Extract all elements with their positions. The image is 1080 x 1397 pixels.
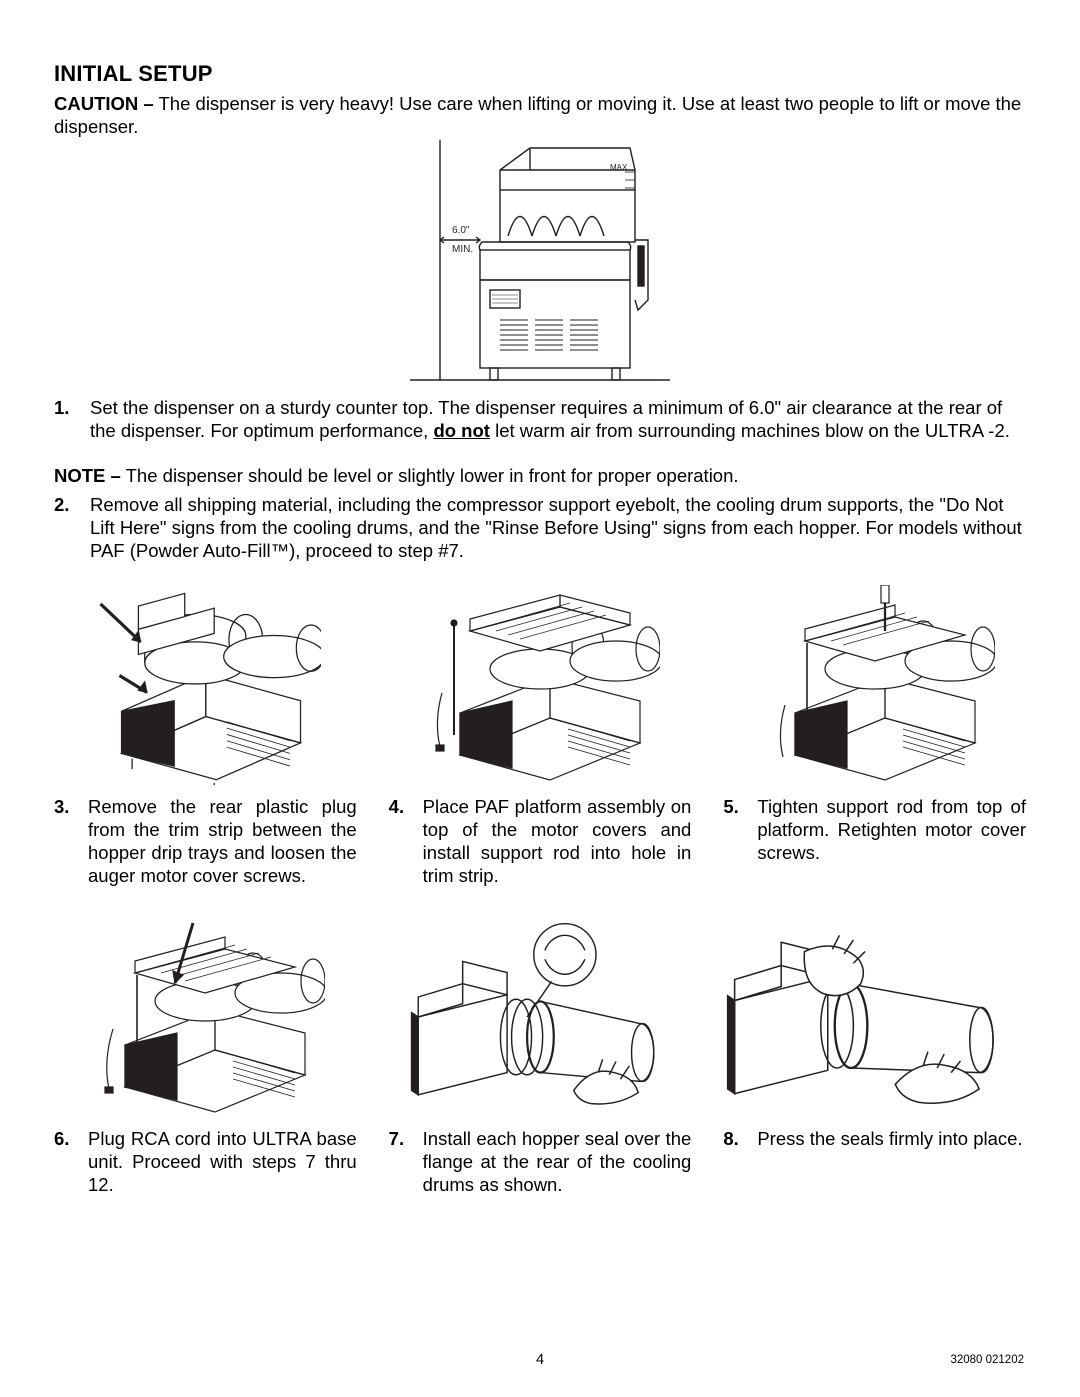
step-number: 7. (389, 1127, 423, 1150)
note-paragraph: NOTE – The dispenser should be level or … (54, 464, 1026, 487)
list-item: 1. Set the dispenser on a sturdy counter… (54, 396, 1026, 442)
list-item: 2. Remove all shipping material, includi… (54, 493, 1026, 562)
step-figure (723, 585, 1026, 785)
page-number: 4 (0, 1351, 1080, 1369)
step-cell-4: 4. Place PAF platform assembly on top of… (389, 585, 692, 888)
step-figure (723, 917, 1026, 1117)
page-title: INITIAL SETUP (54, 60, 1026, 88)
press-seals-illustration (723, 919, 1026, 1117)
step-number: 1. (54, 396, 90, 442)
top-ordered-list-2: 2. Remove all shipping material, includi… (54, 493, 1026, 562)
steps-grid: 3. Remove the rear plastic plug from the… (54, 585, 1026, 1197)
caution-text: The dispenser is very heavy! Use care wh… (54, 93, 1021, 137)
top-ordered-list: 1. Set the dispenser on a sturdy counter… (54, 396, 1026, 442)
hopper-seal-install-illustration (396, 917, 685, 1117)
note-label: NOTE – (54, 465, 121, 486)
caution-paragraph: CAUTION – The dispenser is very heavy! U… (54, 92, 1026, 138)
dispenser-side-view-illustration: 6.0" MIN. MAX (400, 140, 680, 390)
step-number: 3. (54, 795, 88, 818)
step-text: Place PAF platform assembly on top of th… (423, 795, 692, 888)
step-number: 2. (54, 493, 90, 562)
step-number: 8. (723, 1127, 757, 1150)
step-figure (54, 917, 357, 1117)
step-text: Tighten support rod from top of platform… (757, 795, 1026, 864)
svg-text:MAX: MAX (610, 163, 628, 172)
step-text: Remove the rear plastic plug from the tr… (88, 795, 357, 888)
step1-text-b: let warm air from surrounding machines b… (490, 420, 1010, 441)
step-body: Remove all shipping material, including … (90, 493, 1026, 562)
step-text: Press the seals firmly into place. (757, 1127, 1026, 1150)
svg-text:MIN.: MIN. (452, 244, 473, 255)
do-not-emphasis: do not (433, 420, 490, 441)
iso-dispenser-rca-illustration (85, 917, 325, 1117)
iso-dispenser-tighten-illustration (755, 585, 995, 785)
step-number: 5. (723, 795, 757, 818)
svg-text:6.0": 6.0" (452, 225, 470, 236)
iso-dispenser-platform-illustration (420, 585, 660, 785)
step-number: 4. (389, 795, 423, 818)
step-text: Plug RCA cord into ULTRA base unit. Proc… (88, 1127, 357, 1196)
step-number: 6. (54, 1127, 88, 1150)
iso-dispenser-plug-illustration (90, 585, 322, 785)
step-cell-6: 6. Plug RCA cord into ULTRA base unit. P… (54, 917, 357, 1196)
note-text: The dispenser should be level or slightl… (121, 465, 739, 486)
step-figure (54, 585, 357, 785)
step-cell-7: 7. Install each hopper seal over the fla… (389, 917, 692, 1196)
main-figure: 6.0" MIN. MAX (54, 140, 1026, 390)
caution-label: CAUTION – (54, 93, 154, 114)
document-number: 32080 021202 (950, 1353, 1024, 1367)
step-figure (389, 917, 692, 1117)
step-cell-3: 3. Remove the rear plastic plug from the… (54, 585, 357, 888)
step-figure (389, 585, 692, 785)
step-body: Set the dispenser on a sturdy counter to… (90, 396, 1026, 442)
step-text: Install each hopper seal over the flange… (423, 1127, 692, 1196)
step-cell-5: 5. Tighten support rod from top of platf… (723, 585, 1026, 888)
step-cell-8: 8. Press the seals firmly into place. (723, 917, 1026, 1196)
